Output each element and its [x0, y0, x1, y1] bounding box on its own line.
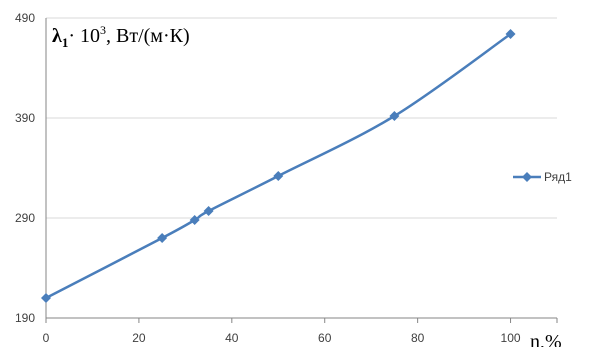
- x-tick-label: 0: [43, 331, 50, 345]
- y-axis-label-subscript: 1: [62, 35, 69, 50]
- legend: Ряд1: [513, 170, 572, 184]
- data-point: [505, 29, 516, 39]
- x-tick-label: 20: [132, 331, 146, 345]
- y-tick-label: 190: [15, 311, 35, 325]
- data-point: [389, 111, 400, 121]
- y-axis-label-exponent: 3: [100, 23, 106, 37]
- x-axis-label: n,%: [530, 331, 562, 347]
- y-axis-label-base: 10: [75, 25, 100, 47]
- y-tick-label: 390: [15, 111, 35, 125]
- data-point: [157, 233, 168, 243]
- x-tick-label: 80: [411, 331, 425, 345]
- y-axis-label: λ1· 103, Вт/(м·К): [52, 23, 190, 50]
- y-tick-label: 290: [15, 211, 35, 225]
- series-layer: [41, 29, 516, 303]
- data-point: [189, 215, 200, 225]
- x-tick-label: 40: [225, 331, 239, 345]
- data-point: [203, 206, 214, 216]
- y-axis-label-symbol: λ: [52, 25, 62, 47]
- y-axis-label-dot: ·: [68, 25, 75, 47]
- legend-label: Ряд1: [544, 170, 572, 184]
- x-tick-label: 60: [318, 331, 332, 345]
- gridlines: [46, 17, 557, 219]
- axes: 190 290 390 490 0 20 40 60 80 100: [15, 11, 558, 345]
- legend-marker: [522, 172, 532, 182]
- series-line: [45, 32, 512, 300]
- x-tick-label: 100: [501, 331, 521, 345]
- y-tick-label: 490: [15, 11, 35, 25]
- data-point: [41, 293, 51, 303]
- data-point: [273, 171, 284, 181]
- y-axis-label-units: , Вт/(м·К): [106, 25, 190, 47]
